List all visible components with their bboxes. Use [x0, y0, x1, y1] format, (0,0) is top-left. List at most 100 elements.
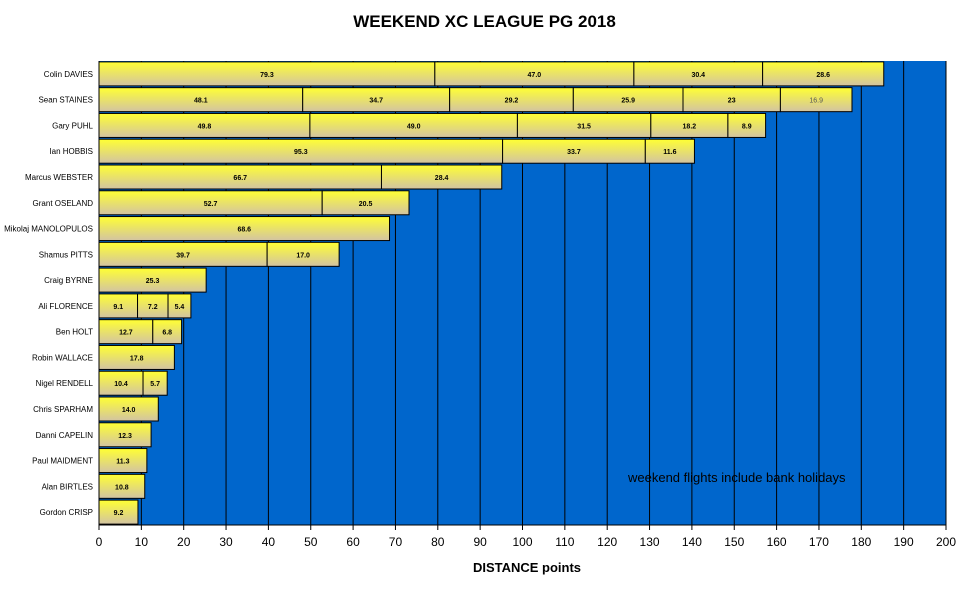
data-label: 7.2	[148, 304, 158, 311]
bar-segment	[516, 112, 652, 138]
data-label: 30.4	[691, 72, 705, 79]
bar-segment	[98, 422, 152, 448]
category-label: Colin DAVIES	[44, 70, 93, 79]
plot-area: 79.3 47.0 30.4 28.6 Colin DAVIES 48.1 34.7 29.2…	[4, 61, 956, 549]
bar-segment	[167, 293, 192, 319]
data-label: 5.4	[175, 304, 185, 311]
x-tick-label: 20	[177, 535, 191, 549]
data-label: 25.9	[621, 98, 635, 105]
data-label: 14.0	[122, 407, 136, 414]
x-tick-label: 60	[346, 535, 360, 549]
category-label: Craig BYRNE	[44, 276, 93, 285]
bar-segment	[682, 87, 781, 113]
category-label: Danni CAPELIN	[36, 431, 94, 440]
bar-segment	[98, 138, 504, 164]
bar-segment	[98, 112, 311, 138]
x-tick-label: 100	[512, 535, 532, 549]
category-label: Gary PUHL	[52, 121, 93, 130]
data-label: 95.3	[294, 149, 308, 156]
data-label: 52.7	[204, 201, 218, 208]
data-label: 28.6	[816, 72, 830, 79]
data-label: 33.7	[567, 149, 581, 156]
bar-segment	[266, 241, 340, 267]
bar-segment	[727, 112, 767, 138]
data-label: 18.2	[683, 123, 697, 130]
bar-segment	[633, 61, 764, 87]
data-label: 49.8	[198, 123, 212, 130]
data-label: 17.8	[130, 355, 144, 362]
data-label: 12.3	[118, 433, 132, 440]
category-label: Marcus WEBSTER	[25, 173, 93, 182]
category-label: Nigel RENDELL	[36, 379, 94, 388]
category-label: Alan BIRTLES	[42, 482, 93, 491]
data-label: 17.0	[296, 252, 310, 259]
data-label: 11.3	[116, 459, 129, 466]
data-label: 16.9	[809, 98, 823, 105]
x-tick-label: 200	[936, 535, 956, 549]
x-tick-label: 110	[555, 535, 574, 549]
category-label: Chris SPARHAM	[33, 405, 93, 414]
x-axis-title: DISTANCE points	[473, 560, 581, 575]
bar-segment	[644, 138, 695, 164]
category-label: Paul MAIDMENT	[32, 457, 93, 466]
data-label: 10.4	[114, 381, 128, 388]
data-label: 29.2	[505, 98, 519, 105]
bar-segment	[98, 396, 159, 422]
x-tick-label: 90	[473, 535, 487, 549]
data-label: 28.4	[435, 175, 449, 182]
x-tick-label: 160	[767, 535, 787, 549]
data-label: 5.7	[150, 381, 160, 388]
bar-segment	[650, 112, 729, 138]
x-tick-label: 10	[135, 535, 149, 549]
category-label: Ben HOLT	[56, 328, 93, 337]
bar-segment	[142, 370, 168, 396]
category-label: Ian HOBBIS	[49, 147, 93, 156]
x-tick-label: 30	[219, 535, 233, 549]
data-label: 20.5	[359, 201, 373, 208]
bar-segment	[98, 344, 175, 370]
bar-segment	[572, 87, 684, 113]
bar-segment	[137, 293, 169, 319]
x-tick-label: 190	[894, 535, 914, 549]
x-tick-label: 130	[640, 535, 660, 549]
data-label: 66.7	[233, 175, 247, 182]
data-label: 9.2	[114, 510, 124, 517]
category-label: Sean STAINES	[38, 96, 93, 105]
annotation-text: weekend flights include bank holidays	[627, 470, 846, 485]
bar-segment	[380, 164, 503, 190]
data-label: 9.1	[113, 304, 123, 311]
data-label: 31.5	[577, 123, 591, 130]
x-tick-label: 40	[262, 535, 276, 549]
data-label: 48.1	[194, 98, 208, 105]
data-label: 47.0	[528, 72, 542, 79]
bar-segment	[434, 61, 635, 87]
category-label: Gordon CRISP	[40, 508, 93, 517]
data-label: 34.7	[369, 98, 383, 105]
data-label: 6.8	[162, 330, 172, 337]
data-label: 68.6	[237, 227, 251, 234]
bar-segment	[152, 319, 183, 345]
x-tick-label: 70	[389, 535, 403, 549]
data-label: 12.7	[119, 330, 133, 337]
bar-segment	[309, 112, 518, 138]
bar-segment	[502, 138, 646, 164]
bar-segment	[762, 61, 885, 87]
x-tick-label: 80	[431, 535, 445, 549]
data-label: 39.7	[176, 252, 190, 259]
bar-segment	[449, 87, 574, 113]
data-label: 11.6	[663, 149, 676, 156]
category-label: Ali FLORENCE	[38, 302, 93, 311]
data-label: 49.0	[407, 123, 421, 130]
x-tick-label: 0	[96, 535, 103, 549]
x-tick-label: 120	[597, 535, 617, 549]
bar-segment	[779, 87, 853, 113]
bar-segment	[321, 190, 410, 216]
data-label: 23	[728, 98, 736, 105]
data-label: 79.3	[260, 72, 274, 79]
data-label: 8.9	[742, 123, 752, 130]
x-tick-label: 170	[809, 535, 829, 549]
category-label: Robin WALLACE	[32, 353, 93, 362]
x-tick-label: 50	[304, 535, 318, 549]
bar-segment	[98, 61, 436, 87]
